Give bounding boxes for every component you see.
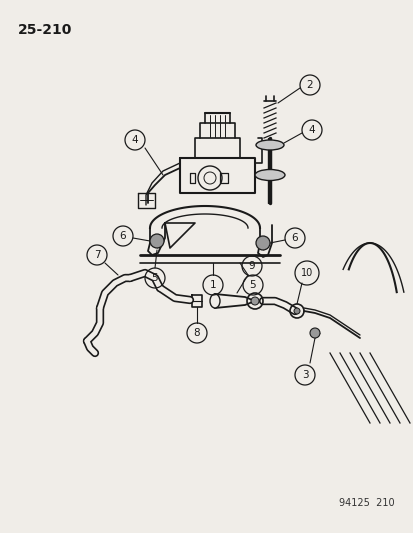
Ellipse shape xyxy=(209,294,219,308)
Text: 4: 4 xyxy=(308,125,315,135)
Ellipse shape xyxy=(255,140,283,150)
Text: 3: 3 xyxy=(301,370,308,380)
Text: 7: 7 xyxy=(93,250,100,260)
Text: 94125  210: 94125 210 xyxy=(339,498,394,508)
Text: 4: 4 xyxy=(131,135,138,145)
Circle shape xyxy=(309,328,319,338)
Text: 10: 10 xyxy=(300,268,312,278)
Text: 9: 9 xyxy=(248,261,255,271)
Circle shape xyxy=(255,236,269,250)
Ellipse shape xyxy=(254,169,284,181)
Circle shape xyxy=(150,234,164,248)
Circle shape xyxy=(293,308,299,314)
Text: 8: 8 xyxy=(193,328,200,338)
Text: 2: 2 xyxy=(306,80,313,90)
Circle shape xyxy=(250,297,259,305)
Text: 6: 6 xyxy=(291,233,298,243)
Text: 6: 6 xyxy=(119,231,126,241)
Text: 1: 1 xyxy=(209,280,216,290)
Text: 5: 5 xyxy=(249,280,256,290)
Text: 5: 5 xyxy=(151,273,158,283)
Text: 25-210: 25-210 xyxy=(18,23,72,37)
